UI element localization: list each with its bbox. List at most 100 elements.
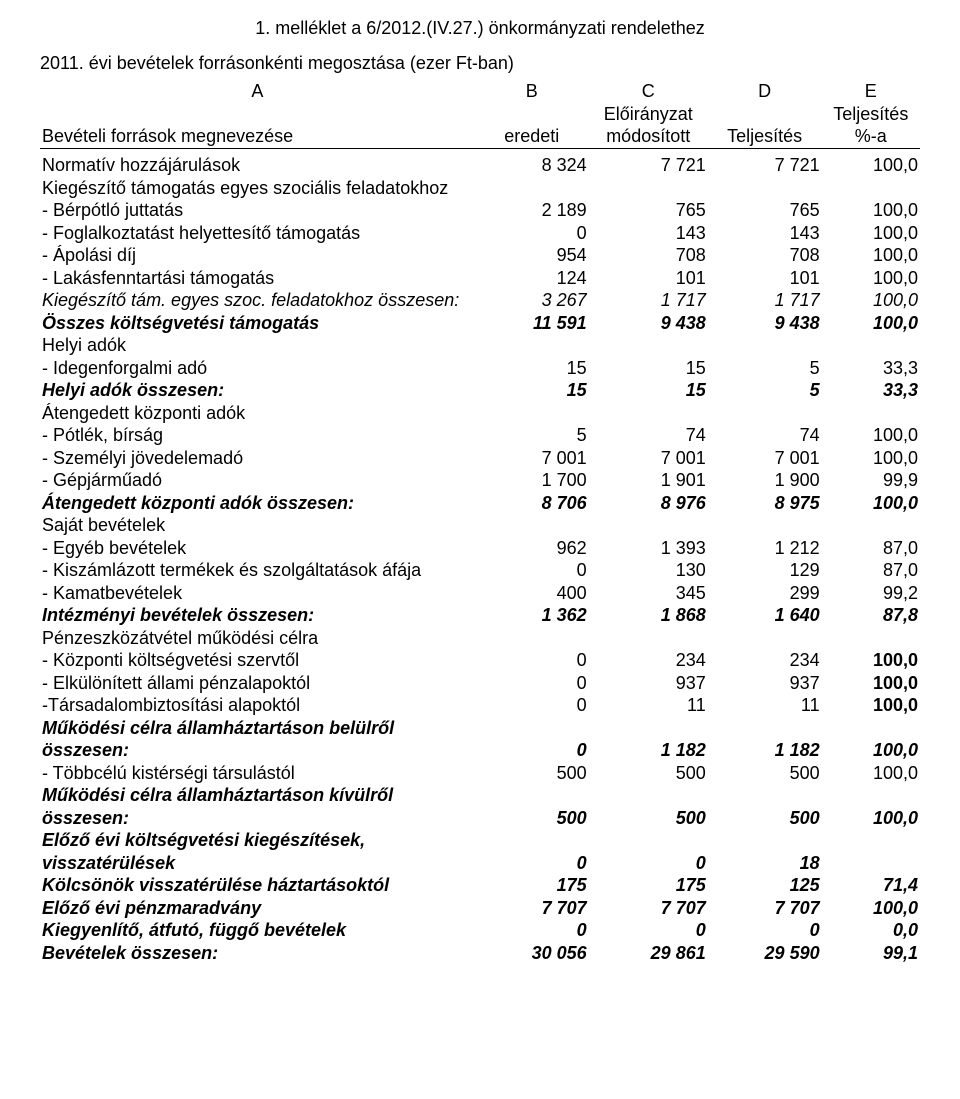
row-label: Működési célra államháztartáson belülről… xyxy=(40,717,475,762)
row-val-b: 2 189 xyxy=(475,199,589,222)
table-row: - Elkülönített állami pénzalapoktól09379… xyxy=(40,672,920,695)
row-val-c: 234 xyxy=(589,649,708,672)
row-label: Saját bevételek xyxy=(40,514,475,537)
row-label: Intézményi bevételek összesen: xyxy=(40,604,475,627)
row-val-e: 71,4 xyxy=(822,874,920,897)
row-val-c xyxy=(589,402,708,425)
row-val-b: 1 700 xyxy=(475,469,589,492)
row-val-d: 8 975 xyxy=(708,492,822,515)
page: 1. melléklet a 6/2012.(IV.27.) önkormány… xyxy=(0,0,960,994)
row-val-b xyxy=(475,627,589,650)
table-row: - Többcélú kistérségi társulástól5005005… xyxy=(40,762,920,785)
table-row: - Kamatbevételek40034529999,2 xyxy=(40,582,920,605)
row-val-b: 0 xyxy=(475,919,589,942)
table-row: Átengedett központi adók összesen:8 7068… xyxy=(40,492,920,515)
row-label: - Központi költségvetési szervtől xyxy=(40,649,475,672)
row-val-d: 7 721 xyxy=(708,154,822,177)
table-row: Működési célra államháztartáson kívülről… xyxy=(40,784,920,829)
row-val-d: 500 xyxy=(708,784,822,829)
row-val-e: 100,0 xyxy=(822,289,920,312)
row-val-c: 7 707 xyxy=(589,897,708,920)
table-row: Bevételek összesen:30 05629 86129 59099,… xyxy=(40,942,920,965)
table-row: Kölcsönök visszatérülése háztartásoktól1… xyxy=(40,874,920,897)
row-label: Kiegészítő támogatás egyes szociális fel… xyxy=(40,177,475,200)
row-val-b: 15 xyxy=(475,357,589,380)
row-val-e: 99,2 xyxy=(822,582,920,605)
row-val-d: 143 xyxy=(708,222,822,245)
row-val-d: 18 xyxy=(708,829,822,874)
table-row: Kiegészítő támogatás egyes szociális fel… xyxy=(40,177,920,200)
row-val-b: 0 xyxy=(475,559,589,582)
row-val-b: 11 591 xyxy=(475,312,589,335)
row-val-d: 0 xyxy=(708,919,822,942)
row-val-d: 937 xyxy=(708,672,822,695)
row-label: Kiegészítő tám. egyes szoc. feladatokhoz… xyxy=(40,289,475,312)
row-val-c: 74 xyxy=(589,424,708,447)
table-row: - Központi költségvetési szervtől0234234… xyxy=(40,649,920,672)
col-c-top: Előirányzat xyxy=(589,103,708,126)
row-val-b: 175 xyxy=(475,874,589,897)
row-label: - Foglalkoztatást helyettesítő támogatás xyxy=(40,222,475,245)
row-val-c: 7 001 xyxy=(589,447,708,470)
row-label: - Többcélú kistérségi társulástól xyxy=(40,762,475,785)
row-val-e: 100,0 xyxy=(822,222,920,245)
row-val-e xyxy=(822,334,920,357)
row-val-e: 33,3 xyxy=(822,357,920,380)
row-val-b: 3 267 xyxy=(475,289,589,312)
row-val-b: 15 xyxy=(475,379,589,402)
row-val-d: 7 001 xyxy=(708,447,822,470)
row-val-b: 0 xyxy=(475,694,589,717)
table-row: Összes költségvetési támogatás11 5919 43… xyxy=(40,312,920,335)
row-label: - Lakásfenntartási támogatás xyxy=(40,267,475,290)
table-row: Pénzeszközátvétel működési célra xyxy=(40,627,920,650)
subtitle: 2011. évi bevételek forrásonkénti megosz… xyxy=(40,53,920,74)
row-val-c: 11 xyxy=(589,694,708,717)
row-label: - Elkülönített állami pénzalapoktól xyxy=(40,672,475,695)
table-row: Helyi adók összesen:1515533,3 xyxy=(40,379,920,402)
row-val-b: 124 xyxy=(475,267,589,290)
row-val-d: 708 xyxy=(708,244,822,267)
row-val-c: 15 xyxy=(589,357,708,380)
row-val-e: 33,3 xyxy=(822,379,920,402)
row-val-b xyxy=(475,177,589,200)
row-val-b: 400 xyxy=(475,582,589,605)
row-val-b xyxy=(475,334,589,357)
row-label: - Egyéb bevételek xyxy=(40,537,475,560)
row-val-d: 5 xyxy=(708,379,822,402)
row-val-d xyxy=(708,627,822,650)
row-val-d: 129 xyxy=(708,559,822,582)
row-label: -Társadalombiztosítási alapoktól xyxy=(40,694,475,717)
table-row: - Személyi jövedelemadó7 0017 0017 00110… xyxy=(40,447,920,470)
row-val-e: 100,0 xyxy=(822,199,920,222)
row-val-e: 100,0 xyxy=(822,447,920,470)
row-val-e: 100,0 xyxy=(822,312,920,335)
row-label: - Gépjárműadó xyxy=(40,469,475,492)
row-label: Átengedett központi adók összesen: xyxy=(40,492,475,515)
row-label: - Bérpótló juttatás xyxy=(40,199,475,222)
row-val-b: 0 xyxy=(475,672,589,695)
data-table: A B C D E Bevételi források megnevezése … xyxy=(40,80,920,964)
table-row: - Bérpótló juttatás2 189765765100,0 xyxy=(40,199,920,222)
row-val-e: 99,9 xyxy=(822,469,920,492)
row-label: Működési célra államháztartáson kívülről… xyxy=(40,784,475,829)
row-val-e: 100,0 xyxy=(822,649,920,672)
row-val-d: 7 707 xyxy=(708,897,822,920)
row-val-b: 30 056 xyxy=(475,942,589,965)
row-val-e xyxy=(822,514,920,537)
row-label: Pénzeszközátvétel működési célra xyxy=(40,627,475,650)
table-row: Helyi adók xyxy=(40,334,920,357)
row-val-e: 0,0 xyxy=(822,919,920,942)
col-e-bot: %-a xyxy=(822,125,920,148)
row-val-d: 9 438 xyxy=(708,312,822,335)
table-row: - Gépjárműadó1 7001 9011 90099,9 xyxy=(40,469,920,492)
row-val-c: 708 xyxy=(589,244,708,267)
row-label: - Idegenforgalmi adó xyxy=(40,357,475,380)
row-val-b: 7 001 xyxy=(475,447,589,470)
row-val-b: 0 xyxy=(475,649,589,672)
col-c-bot: módosított xyxy=(589,125,708,148)
row-val-e: 100,0 xyxy=(822,762,920,785)
row-val-e: 100,0 xyxy=(822,492,920,515)
row-label: Kölcsönök visszatérülése háztartásoktól xyxy=(40,874,475,897)
row-label: Helyi adók összesen: xyxy=(40,379,475,402)
row-val-b: 1 362 xyxy=(475,604,589,627)
